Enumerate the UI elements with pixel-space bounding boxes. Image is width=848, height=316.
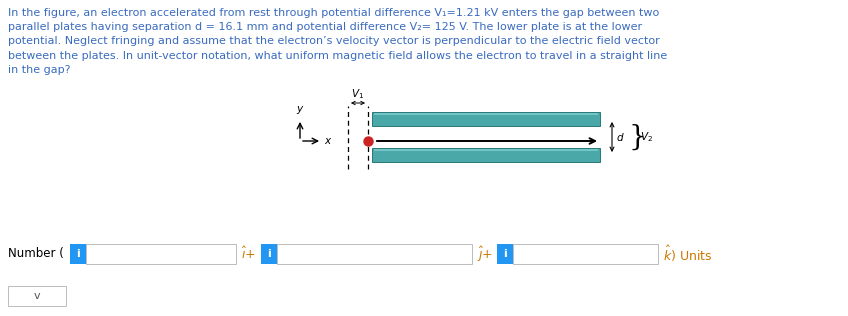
Text: v: v (34, 291, 41, 301)
Text: i: i (267, 249, 271, 259)
Text: i: i (76, 249, 80, 259)
Text: In the figure, an electron accelerated from rest through potential difference V₁: In the figure, an electron accelerated f… (8, 8, 659, 18)
Text: $\hat{\imath}$+: $\hat{\imath}$+ (241, 246, 256, 262)
Bar (277, 244, 472, 264)
Bar (374, 112, 598, 115)
Text: }: } (629, 124, 647, 150)
Text: in the gap?: in the gap? (8, 65, 70, 75)
Bar (261, 244, 277, 264)
Bar (374, 149, 598, 151)
Text: $\hat{\jmath}$+: $\hat{\jmath}$+ (477, 245, 494, 264)
Bar (372, 148, 600, 162)
Text: $\hat{k}$) Units: $\hat{k}$) Units (663, 244, 712, 264)
Text: $V_2$: $V_2$ (640, 130, 653, 144)
Text: Number (: Number ( (8, 247, 64, 260)
Text: $V_1$: $V_1$ (351, 87, 365, 101)
Text: $x$: $x$ (324, 136, 332, 146)
Text: $y$: $y$ (296, 104, 304, 116)
Text: potential. Neglect fringing and assume that the electron’s velocity vector is pe: potential. Neglect fringing and assume t… (8, 36, 660, 46)
Bar (8, 286, 66, 306)
Bar (70, 244, 86, 264)
Text: i: i (503, 249, 507, 259)
Bar (86, 244, 236, 264)
Text: $d$: $d$ (616, 131, 625, 143)
Bar (372, 112, 600, 126)
Text: parallel plates having separation d = 16.1 mm and potential difference V₂= 125 V: parallel plates having separation d = 16… (8, 22, 642, 32)
Bar (513, 244, 658, 264)
Text: between the plates. In unit-vector notation, what uniform magnetic field allows : between the plates. In unit-vector notat… (8, 51, 667, 61)
Bar (497, 244, 513, 264)
